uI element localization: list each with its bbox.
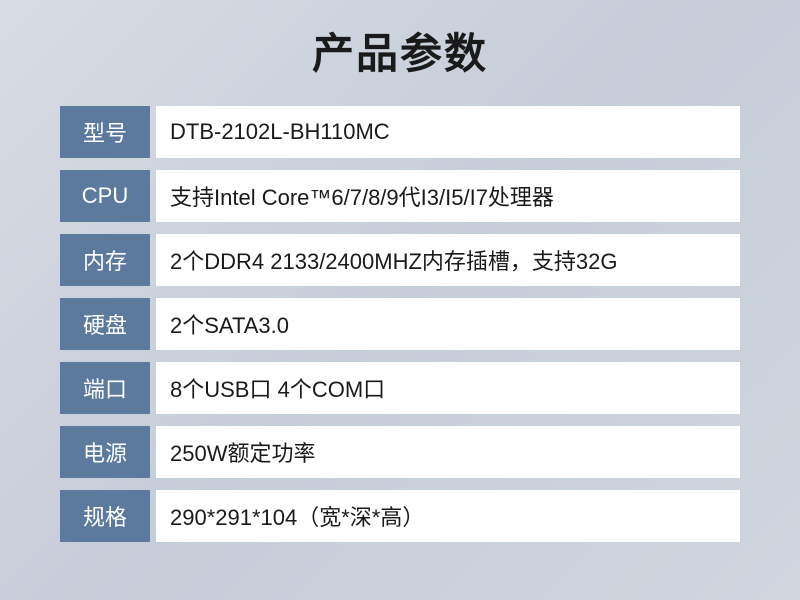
spec-label: 电源 [60,426,150,478]
spec-value: 8个USB口 4个COM口 [156,362,740,414]
spec-label: 硬盘 [60,298,150,350]
spec-label: CPU [60,170,150,222]
table-row: 型号 DTB-2102L-BH110MC [60,106,740,158]
spec-label: 端口 [60,362,150,414]
table-row: CPU 支持Intel Core™6/7/8/9代I3/I5/I7处理器 [60,170,740,222]
spec-value: 支持Intel Core™6/7/8/9代I3/I5/I7处理器 [156,170,740,222]
table-row: 内存 2个DDR4 2133/2400MHZ内存插槽，支持32G [60,234,740,286]
spec-value: 250W额定功率 [156,426,740,478]
spec-label: 内存 [60,234,150,286]
spec-value: 2个SATA3.0 [156,298,740,350]
table-row: 规格 290*291*104（宽*深*高） [60,490,740,542]
table-row: 硬盘 2个SATA3.0 [60,298,740,350]
table-row: 端口 8个USB口 4个COM口 [60,362,740,414]
spec-value: 290*291*104（宽*深*高） [156,490,740,542]
spec-value: DTB-2102L-BH110MC [156,106,740,158]
spec-label: 规格 [60,490,150,542]
spec-table: 型号 DTB-2102L-BH110MC CPU 支持Intel Core™6/… [60,106,740,542]
spec-value: 2个DDR4 2133/2400MHZ内存插槽，支持32G [156,234,740,286]
table-row: 电源 250W额定功率 [60,426,740,478]
page-title: 产品参数 [312,20,488,81]
spec-label: 型号 [60,106,150,158]
